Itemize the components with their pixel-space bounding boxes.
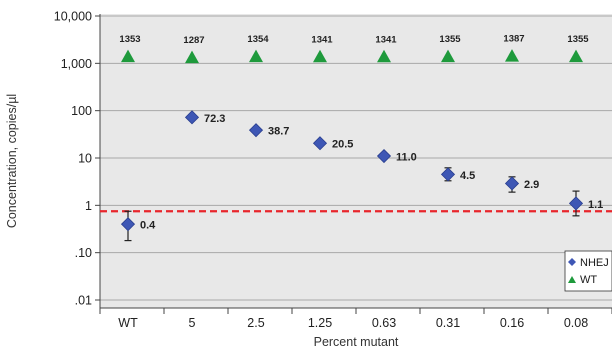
x-tick-label: WT — [118, 316, 138, 330]
legend: NHEJ WT — [564, 250, 612, 292]
x-axis: WT 5 2.5 1.25 0.63 0.31 0.16 0.08 — [99, 307, 612, 330]
gridlines — [100, 15, 612, 301]
y-axis: 10,000 1,000 100 10 1 .10 .01 — [54, 10, 101, 308]
data-points — [120, 49, 584, 232]
nhej-data-label: 2.9 — [524, 179, 539, 191]
legend-nhej-label: NHEJ — [580, 257, 609, 269]
wt-data-label: 1355 — [439, 34, 461, 45]
nhej-point — [440, 167, 456, 182]
nhej-point — [184, 110, 200, 125]
nhej-data-label: 72.3 — [204, 113, 225, 125]
y-tick-label: .01 — [75, 294, 92, 308]
y-tick-label: 1,000 — [61, 57, 92, 71]
nhej-data-label: 1.1 — [588, 199, 603, 211]
nhej-data-label: 38.7 — [268, 126, 289, 138]
x-tick-label: 0.16 — [500, 316, 524, 330]
y-tick-label: 10,000 — [54, 10, 92, 24]
wt-point — [505, 49, 519, 62]
wt-point — [313, 49, 327, 63]
wt-data-label: 1287 — [183, 35, 204, 46]
nhej-data-label: 11.0 — [396, 152, 417, 164]
wt-point — [441, 49, 455, 63]
wt-data-label: 1387 — [503, 34, 524, 45]
legend-wt-label: WT — [580, 274, 597, 286]
nhej-point — [504, 176, 520, 191]
wt-data-label: 1341 — [375, 34, 397, 45]
data-labels: 0.4 72.3 38.7 20.5 11.0 4.5 2.9 1.1 1353 1287 1354… — [119, 34, 603, 232]
x-tick-label: 1.25 — [308, 316, 332, 330]
y-tick-label: 1 — [85, 199, 92, 213]
nhej-point — [568, 196, 584, 211]
nhej-point — [312, 136, 328, 151]
wt-data-label: 1354 — [247, 34, 269, 45]
nhej-point — [376, 148, 392, 164]
x-tick-label: 5 — [189, 316, 196, 330]
plot-area — [100, 14, 612, 308]
nhej-point — [248, 123, 264, 138]
x-tick-label: 0.08 — [564, 316, 588, 330]
x-tick-label: 0.63 — [372, 316, 396, 330]
nhej-point — [120, 217, 136, 232]
nhej-data-label: 4.5 — [460, 170, 475, 182]
wt-data-label: 1355 — [567, 34, 589, 45]
nhej-data-label: 20.5 — [332, 139, 353, 151]
y-tick-label: .10 — [75, 246, 92, 260]
legend-box — [564, 250, 612, 292]
x-tick-label: 2.5 — [247, 316, 264, 330]
wt-point — [121, 49, 135, 63]
wt-point — [185, 50, 199, 64]
wt-point — [249, 49, 263, 63]
y-tick-label: 10 — [78, 152, 92, 166]
legend-wt-triangle-icon — [568, 276, 576, 283]
wt-point — [377, 49, 391, 63]
x-tick-label: 0.31 — [436, 316, 460, 330]
wt-point — [569, 49, 583, 63]
nhej-data-label: 0.4 — [140, 220, 156, 232]
y-axis-title: Concentration, copies/µl — [5, 94, 19, 228]
legend-nhej-diamond-icon — [568, 258, 576, 266]
y-tick-label: 100 — [71, 104, 92, 118]
wt-data-label: 1353 — [119, 34, 140, 45]
wt-data-label: 1341 — [311, 34, 333, 45]
x-axis-title: Percent mutant — [314, 335, 399, 349]
